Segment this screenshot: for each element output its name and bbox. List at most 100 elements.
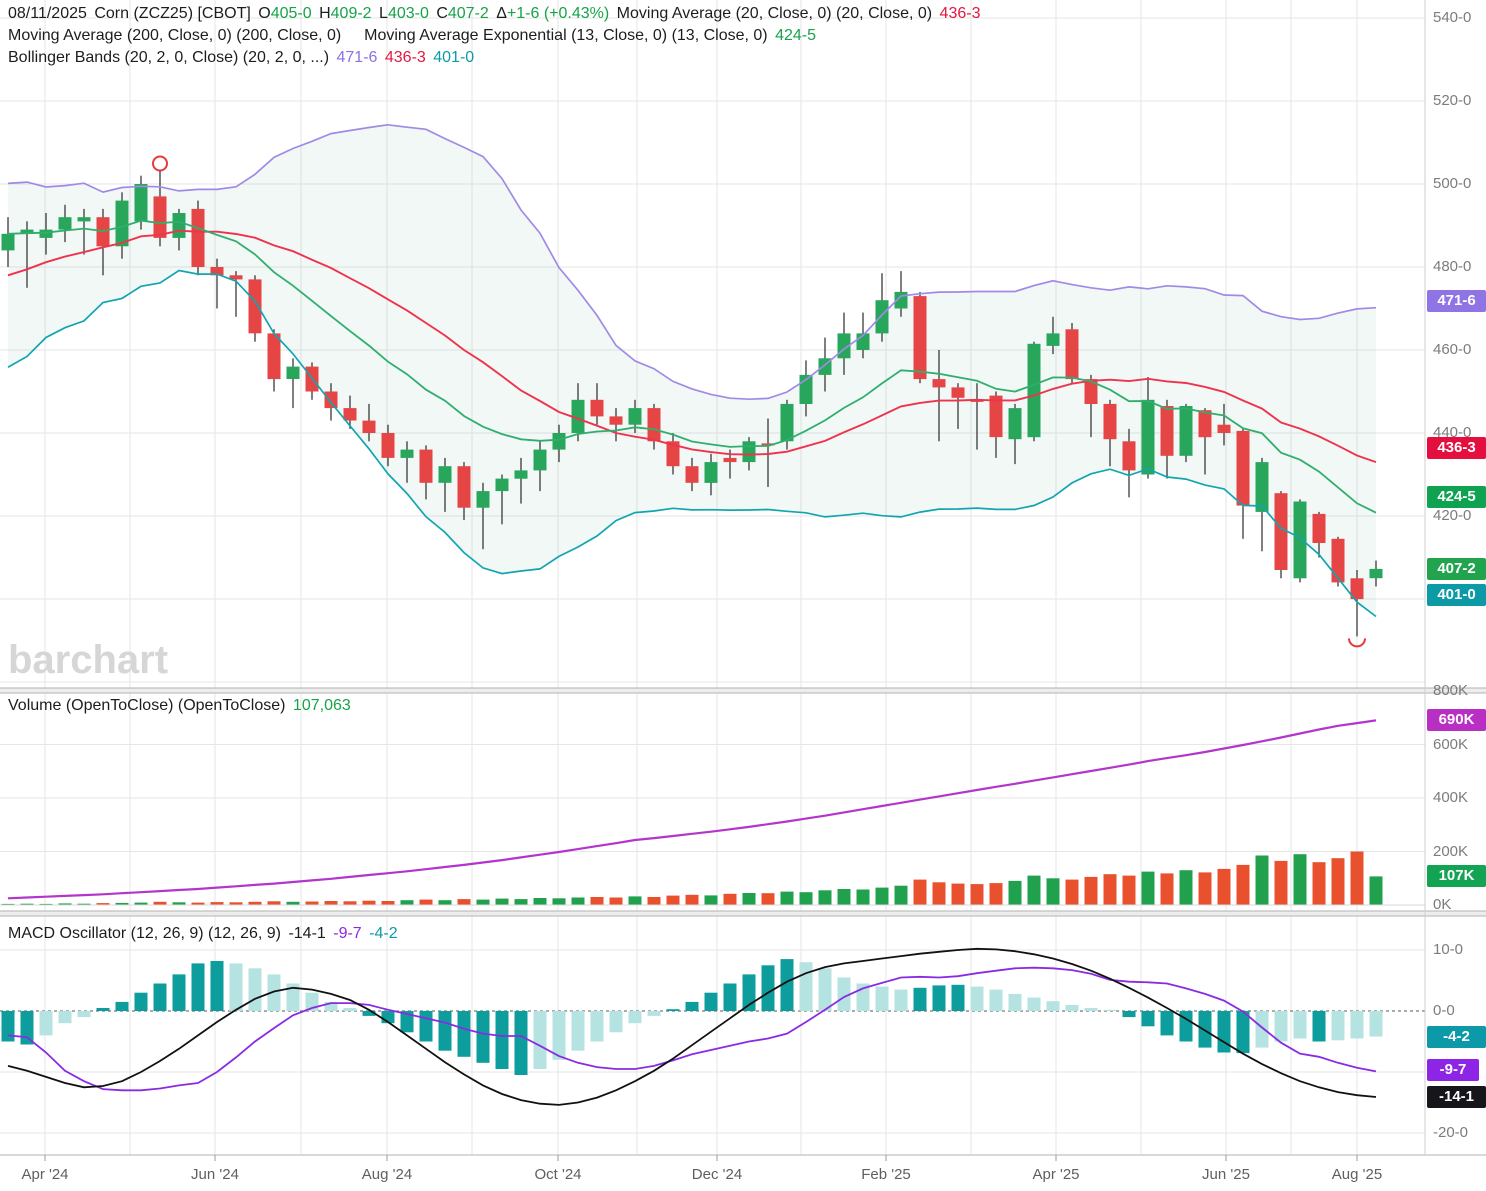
price-axis-tick: 420-0 [1433, 507, 1472, 524]
chart-legend-line1: 08/11/2025 Corn (ZCZ25) [CBOT] O405-0 H4… [8, 5, 983, 23]
volume-bar [1103, 874, 1117, 905]
quote-date: 08/11/2025 [8, 5, 87, 22]
candle-body [1046, 333, 1060, 346]
x-axis-label: Apr '24 [21, 1166, 69, 1183]
macd-badge[interactable]: -14-1 [1427, 1086, 1486, 1108]
volume-bar [1293, 854, 1307, 905]
candle-body [1103, 403, 1117, 440]
volume-axis-tick: 800K [1433, 682, 1469, 699]
volume-bar [837, 889, 851, 905]
macd-histogram-bar [552, 1011, 566, 1060]
volume-bar [761, 893, 775, 905]
macd-histogram-bar [1122, 1011, 1136, 1018]
candle-body [761, 443, 775, 446]
price-badge[interactable]: 401-0 [1427, 583, 1486, 606]
candle-body [780, 403, 794, 442]
volume-bar [267, 901, 281, 905]
macd-histogram-bar [1008, 993, 1022, 1011]
volume-bar [362, 900, 376, 905]
candle-body [134, 184, 148, 222]
x-axis-label: Jun '24 [191, 1166, 239, 1183]
macd-histogram-bar [1027, 997, 1041, 1011]
macd-histogram-bar [514, 1011, 528, 1075]
volume-bar [571, 897, 585, 905]
ma20-legend: Moving Average (20, Close, 0) (20, Close… [616, 5, 933, 22]
volume-bar [514, 899, 528, 905]
candle-body [1, 233, 15, 251]
candle-body [286, 366, 300, 379]
macd-badge[interactable]: -9-7 [1427, 1059, 1479, 1082]
x-axis-label: Dec '24 [691, 1166, 743, 1183]
volume-badge[interactable]: 107K [1427, 865, 1486, 888]
macd-histogram-bar [818, 968, 832, 1011]
volume-bar [191, 902, 205, 905]
volume-bar [476, 899, 490, 905]
macd-badge[interactable]: -4-2 [1427, 1025, 1486, 1048]
volume-bar [1198, 872, 1212, 905]
volume-bar [229, 902, 243, 905]
macd-hist-value: -4-2 [369, 925, 398, 942]
candle-body [1255, 462, 1269, 512]
volume-bar [381, 901, 395, 905]
macd-histogram-bar [932, 985, 946, 1011]
high-value: 409-2 [330, 5, 372, 22]
candle-body [153, 196, 167, 238]
macd-histogram-bar [1103, 1009, 1117, 1011]
volume-bar [305, 901, 319, 905]
macd-histogram-bar [191, 963, 205, 1011]
candle-body [248, 279, 262, 334]
candle-body [571, 399, 585, 433]
volume-bar [39, 903, 53, 905]
macd-histogram-bar [666, 1009, 680, 1011]
volume-bar [1084, 876, 1098, 905]
volume-bar [1217, 868, 1231, 905]
volume-bar [1065, 879, 1079, 905]
volume-bar [20, 903, 34, 905]
price-badge[interactable]: 436-3 [1427, 437, 1486, 460]
candle-body [1065, 329, 1079, 380]
volume-bar [1, 903, 15, 905]
volume-bar [343, 901, 357, 905]
open-interest-line [7, 719, 1377, 900]
high-marker-circle [152, 155, 168, 172]
volume-bar [457, 899, 471, 905]
macd-histogram-bar [172, 974, 186, 1011]
candle-body [362, 420, 376, 433]
volume-bar [970, 884, 984, 905]
candle-body [723, 457, 737, 463]
volume-bar [685, 894, 699, 905]
macd-histogram-bar [1350, 1011, 1364, 1039]
candle-body [438, 466, 452, 483]
candle-body [419, 449, 433, 483]
macd-histogram-bar [628, 1011, 642, 1024]
volume-bar [1350, 851, 1364, 905]
macd-histogram-bar [723, 983, 737, 1011]
macd-histogram-bar [210, 961, 224, 1011]
volume-badge[interactable]: 690K [1427, 709, 1486, 732]
volume-bar [552, 898, 566, 905]
pane-divider-2[interactable] [0, 911, 1486, 916]
candle-body [628, 408, 642, 425]
macd-histogram-bar [419, 1011, 433, 1042]
volume-bar [1236, 864, 1250, 905]
macd-histogram-bar [267, 974, 281, 1011]
price-badge[interactable]: 471-6 [1427, 290, 1486, 313]
pane-divider-1[interactable] [0, 688, 1486, 693]
volume-bar [856, 889, 870, 905]
volume-bar [989, 883, 1003, 905]
price-badge[interactable]: 407-2 [1427, 557, 1486, 580]
volume-bar [1255, 855, 1269, 905]
macd-histogram-bar [1179, 1011, 1193, 1042]
volume-bar [647, 897, 661, 905]
candle-body [191, 208, 205, 267]
candle-body [533, 449, 547, 471]
macd-histogram-bar [1046, 1001, 1060, 1011]
volume-bar [818, 890, 832, 905]
macd-histogram-bar [1312, 1011, 1326, 1042]
macd-histogram-bar [438, 1011, 452, 1051]
price-badge[interactable]: 424-5 [1427, 485, 1486, 508]
volume-bar [153, 901, 167, 905]
macd-axis-tick: 0-0 [1433, 1002, 1455, 1019]
